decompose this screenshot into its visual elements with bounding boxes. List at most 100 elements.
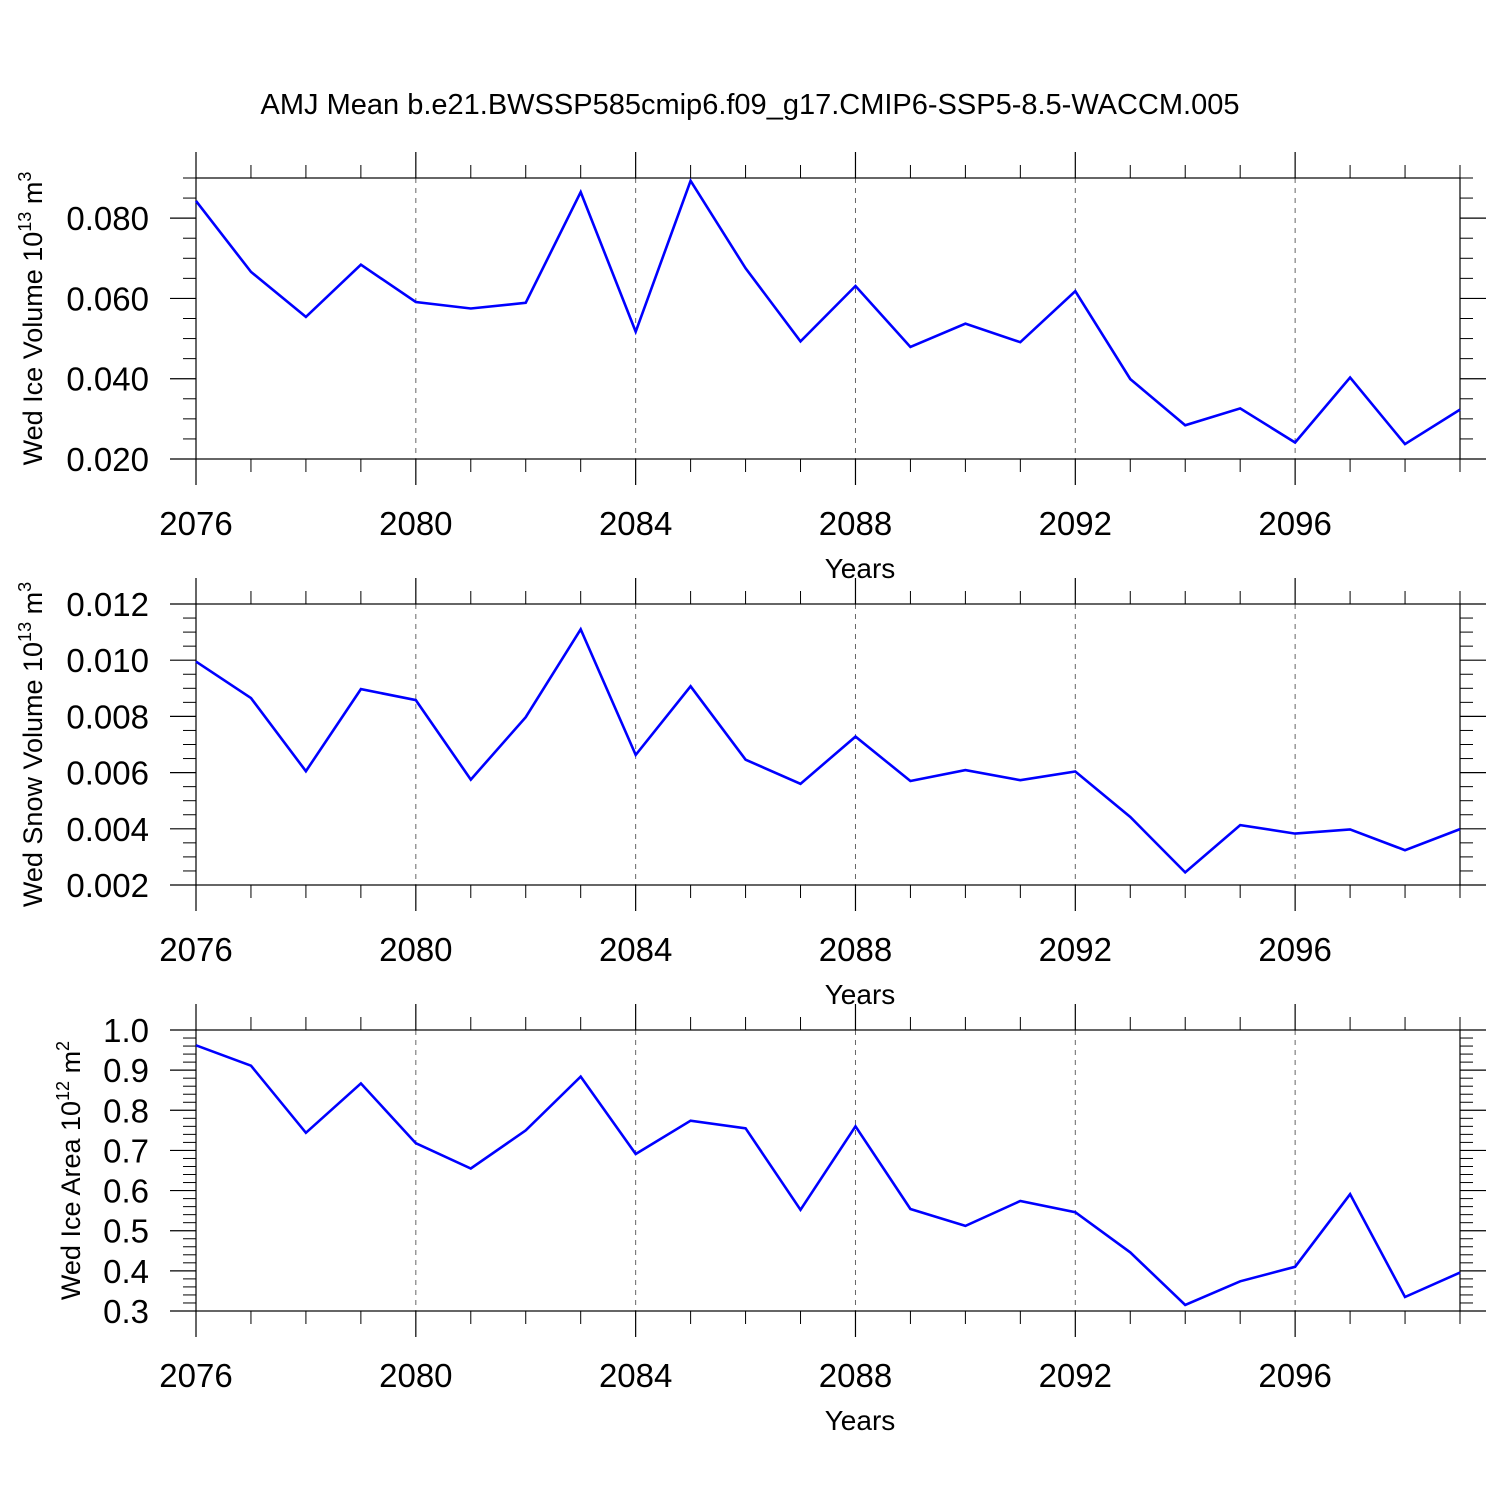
- plot-frame: [195, 1029, 1461, 1312]
- data-point: [414, 1141, 418, 1145]
- data-point: [304, 1131, 308, 1135]
- data-point: [1403, 442, 1407, 446]
- y-tick-label: 0.010: [66, 642, 149, 679]
- data-point: [799, 339, 803, 343]
- data-point: [908, 779, 912, 783]
- data-point: [579, 1075, 583, 1079]
- data-point: [1458, 827, 1462, 831]
- data-point: [1293, 441, 1297, 445]
- x-axis-label: Years: [825, 979, 896, 1010]
- y-tick-label: 0.9: [103, 1052, 149, 1089]
- data-point: [744, 1126, 748, 1130]
- data-point: [1018, 340, 1022, 344]
- x-tick-label: 2084: [599, 931, 672, 968]
- x-tick-label: 2084: [599, 1357, 672, 1394]
- data-point: [469, 1166, 473, 1170]
- data-point: [579, 190, 583, 194]
- data-point: [524, 1128, 528, 1132]
- data-point: [1073, 1210, 1077, 1214]
- y-tick-label: 0.4: [103, 1253, 149, 1290]
- data-point: [359, 1081, 363, 1085]
- data-point: [1018, 778, 1022, 782]
- data-point: [194, 660, 198, 664]
- data-point: [963, 1224, 967, 1228]
- x-tick-label: 2096: [1258, 931, 1331, 968]
- data-point: [1128, 1250, 1132, 1254]
- data-point: [799, 782, 803, 786]
- x-tick-label: 2080: [379, 931, 452, 968]
- data-point: [1238, 823, 1242, 827]
- y-tick-label: 0.004: [66, 811, 149, 848]
- x-tick-label: 2092: [1039, 1357, 1112, 1394]
- data-point: [1238, 1279, 1242, 1283]
- panel-snow-volume: 2076 2080 2084 2088 2092 2096 0.002 0.004 0.006 0…: [15, 578, 1486, 1010]
- panel-ice-area: 2076 2080 2084 2088 2092 20960.30.40.50.60.70…: [53, 1004, 1486, 1436]
- x-tick-label: 2076: [159, 931, 232, 968]
- data-point: [963, 322, 967, 326]
- data-point: [908, 345, 912, 349]
- data-point: [1018, 1199, 1022, 1203]
- y-axis-label: Wed Ice Volume 1013 m3: [15, 172, 48, 466]
- data-point: [1293, 1265, 1297, 1269]
- data-point: [853, 735, 857, 739]
- data-point: [1458, 1270, 1462, 1274]
- data-point: [689, 1119, 693, 1123]
- data-point: [634, 330, 638, 334]
- figure-title: AMJ Mean b.e21.BWSSP585cmip6.f09_g17.CMI…: [261, 89, 1240, 121]
- x-tick-label: 2084: [599, 505, 672, 542]
- data-point: [1183, 870, 1187, 874]
- y-tick-label: 0.8: [103, 1092, 149, 1129]
- y-tick-label: 0.006: [66, 755, 149, 792]
- data-point: [304, 769, 308, 773]
- y-tick-label: 0.060: [66, 280, 149, 317]
- x-tick-label: 2088: [819, 931, 892, 968]
- data-point: [1293, 832, 1297, 836]
- data-point: [414, 300, 418, 304]
- y-tick-label: 0.008: [66, 698, 149, 735]
- y-tick-label: 0.6: [103, 1173, 149, 1210]
- x-tick-label: 2092: [1039, 931, 1112, 968]
- data-point: [689, 684, 693, 688]
- data-point: [1458, 408, 1462, 412]
- data-point: [963, 768, 967, 772]
- x-tick-label: 2076: [159, 1357, 232, 1394]
- x-axis-label: Years: [825, 1405, 896, 1436]
- x-axis-label: Years: [825, 553, 896, 584]
- data-point: [249, 1064, 253, 1068]
- data-point: [579, 627, 583, 631]
- data-point: [194, 1043, 198, 1047]
- data-point: [1348, 1192, 1352, 1196]
- series-line-snow-volume: [195, 626, 1461, 875]
- chart-panels: 2076 2080 2084 2088 2092 2096 0.020 0.040 0.060 0…: [15, 152, 1486, 1436]
- data-point: [744, 758, 748, 762]
- y-tick-label: 0.002: [66, 867, 149, 904]
- data-point: [469, 306, 473, 310]
- y-tick-label: 0.5: [103, 1213, 149, 1250]
- x-tick-label: 2088: [819, 505, 892, 542]
- data-point: [1073, 769, 1077, 773]
- data-point: [853, 284, 857, 288]
- data-point: [799, 1208, 803, 1212]
- data-point: [689, 179, 693, 183]
- x-tick-label: 2076: [159, 505, 232, 542]
- data-point: [1128, 377, 1132, 381]
- y-axis-label: Wed Ice Area 1012 m2: [53, 1041, 86, 1300]
- x-tick-label: 2080: [379, 505, 452, 542]
- data-point: [304, 315, 308, 319]
- y-tick-label: 0.012: [66, 586, 149, 623]
- data-point: [1183, 423, 1187, 427]
- data-point: [908, 1207, 912, 1211]
- data-point: [194, 199, 198, 203]
- data-point: [1183, 1303, 1187, 1307]
- data-point: [1238, 406, 1242, 410]
- data-point: [744, 266, 748, 270]
- data-point: [359, 687, 363, 691]
- x-tick-label: 2092: [1039, 505, 1112, 542]
- data-point: [249, 270, 253, 274]
- panel-ice-volume: 2076 2080 2084 2088 2092 2096 0.020 0.040 0.060 0…: [15, 152, 1486, 584]
- x-tick-label: 2096: [1258, 1357, 1331, 1394]
- data-point: [524, 715, 528, 719]
- y-tick-label: 0.7: [103, 1132, 149, 1169]
- data-point: [1403, 1295, 1407, 1299]
